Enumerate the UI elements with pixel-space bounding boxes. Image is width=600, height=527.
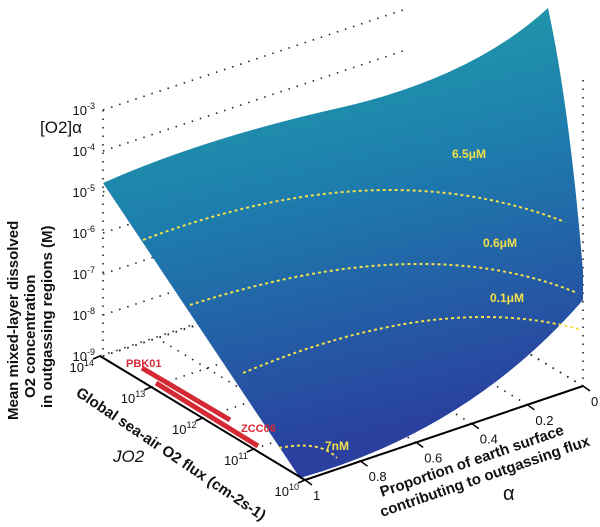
flux-tick-label: 1010 [275,482,299,499]
contour-0.1uM [242,316,583,374]
alpha-tick [415,441,424,449]
z-tick-label: 10-8 [73,306,95,323]
alpha-tick [304,479,313,486]
flux-tick [297,479,306,484]
z-tick-label: 10-4 [73,142,95,159]
z-tick-label: 10-7 [73,265,95,282]
flux-tick [195,417,203,422]
surface [103,8,583,478]
alpha-tick [360,460,369,467]
flux-tick-label: 1012 [172,420,196,437]
flux-range-pbk01 [140,365,232,423]
flux-tick [92,355,101,360]
flux-axis-symbol: JO2 [112,447,145,466]
flux-tick-label: 1011 [224,451,248,468]
alpha-axis-symbol: α [503,483,515,505]
contour-label: 0.1μM [490,291,524,305]
z-gridline [102,50,404,152]
alpha-tick-label: 0.4 [480,432,498,447]
flux-range-label: PBK01 [126,358,161,370]
z-axis-title-line: O2 concentration [22,275,39,398]
z-tick-label: 10-5 [73,183,95,200]
flux-tick-label: 1013 [121,389,145,406]
contour-label: 6.5μM [452,147,486,161]
alpha-tick-label: 0.2 [535,413,553,428]
z-axis-title-line: Mean mixed-layer dissolved [5,221,22,420]
flux-range-zcc06 [154,380,260,449]
alpha-tick [582,385,591,392]
contour-7nM [278,444,338,459]
alpha-tick [526,404,535,411]
z-axis-symbol: [O2]α [40,118,82,137]
z-axis-title-line: in outgassing regions (M) [39,225,56,408]
z-tick-label: 10-6 [73,224,95,241]
alpha-tick-label: 0.6 [424,450,442,465]
alpha-axis-line [304,385,584,481]
alpha-tick-label: 1 [313,488,320,503]
alpha-tick-label: 0.8 [369,469,387,484]
flux-range-label: ZCC06 [241,423,276,435]
flux-tick-label: 1014 [70,358,94,375]
z-gridline [102,9,404,111]
flux-tick [143,386,152,391]
alpha-tick-label: 0 [591,394,598,409]
alpha-tick [471,422,480,430]
contour-label: 7nM [325,439,349,453]
flux-tick [246,448,255,453]
z-tick-label: 10-9 [73,347,95,364]
z-tick-label: 10-3 [73,101,95,118]
contour-6.5uM [142,189,566,241]
contour-label: 0.6μM [483,236,517,250]
